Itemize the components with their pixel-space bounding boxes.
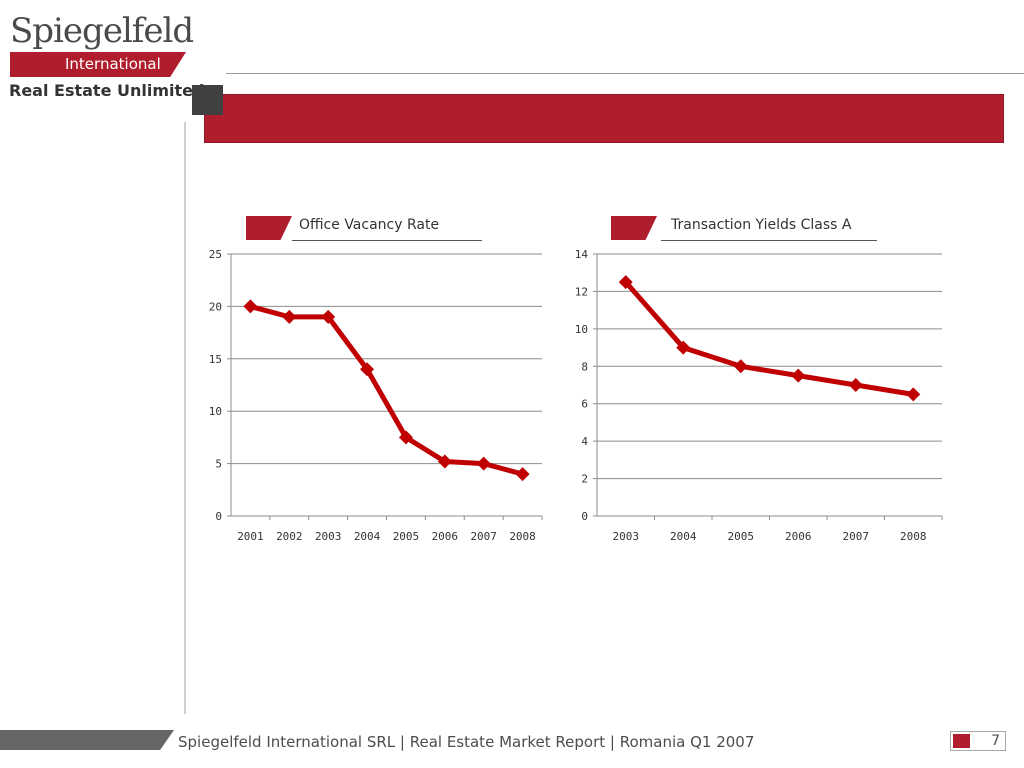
chart-header-vacancy: Office Vacancy Rate bbox=[246, 216, 486, 242]
x-tick-label: 2005 bbox=[393, 530, 420, 543]
y-tick-label: 10 bbox=[209, 405, 222, 418]
chart-office-vacancy-rate: 0 5 10 15 20 25 2001 2002 2003 2004 2005 2006 2007 20… bbox=[209, 248, 543, 543]
data-point bbox=[676, 340, 691, 355]
chart-header-yields: Transaction Yields Class A bbox=[611, 216, 881, 242]
y-tick-label: 14 bbox=[575, 248, 589, 261]
x-tick-label: 2002 bbox=[276, 530, 303, 543]
x-tick-label: 2003 bbox=[613, 530, 640, 543]
x-tick-label: 2006 bbox=[785, 530, 812, 543]
data-point bbox=[243, 299, 258, 314]
chart-tab-marker bbox=[246, 216, 292, 240]
logo-tagline: Real Estate Unlimited bbox=[9, 81, 205, 100]
y-tick-label: 0 bbox=[581, 510, 588, 523]
chart-title-vacancy: Office Vacancy Rate bbox=[299, 217, 440, 233]
x-tick-label: 2008 bbox=[509, 530, 536, 543]
x-tick-label: 2006 bbox=[432, 530, 459, 543]
data-point bbox=[515, 467, 530, 482]
series-line bbox=[623, 279, 916, 397]
data-point bbox=[321, 309, 336, 324]
footer-text: Spiegelfeld International SRL | Real Est… bbox=[178, 733, 755, 751]
chart-tab-marker bbox=[611, 216, 657, 240]
data-point bbox=[398, 430, 413, 445]
series-line bbox=[247, 303, 526, 477]
y-tick-label: 4 bbox=[581, 435, 588, 448]
x-tick-label: 2004 bbox=[670, 530, 697, 543]
logo-name: Spiegelfeld bbox=[10, 11, 194, 51]
y-tick-label: 8 bbox=[581, 360, 588, 373]
chart-transaction-yields: 0 2 4 6 8 10 12 14 2003 2004 2005 2006 2007 2008 bbox=[575, 248, 943, 543]
chart-title-underline bbox=[661, 240, 877, 241]
title-bar bbox=[204, 94, 1004, 143]
chart-title-underline bbox=[292, 240, 482, 241]
logo-band-text: International bbox=[65, 55, 161, 73]
logo-band: International bbox=[10, 52, 186, 77]
data-point bbox=[618, 275, 633, 290]
page-swatch bbox=[953, 734, 970, 748]
y-tick-label: 25 bbox=[209, 248, 222, 261]
header-divider bbox=[226, 73, 1024, 74]
y-tick-label: 0 bbox=[215, 510, 222, 523]
y-tick-label: 2 bbox=[581, 473, 588, 486]
chart-title-yields: Transaction Yields Class A bbox=[671, 217, 852, 233]
page-number-box: 7 bbox=[950, 731, 1006, 751]
data-point bbox=[282, 309, 297, 324]
y-tick-label: 6 bbox=[581, 398, 588, 411]
data-point bbox=[848, 378, 863, 392]
data-point bbox=[476, 456, 491, 471]
x-tick-label: 2001 bbox=[237, 530, 264, 543]
y-tick-label: 12 bbox=[575, 285, 588, 298]
x-tick-label: 2005 bbox=[728, 530, 755, 543]
data-point bbox=[360, 362, 375, 377]
company-logo: Spiegelfeld International Real Estate Un… bbox=[8, 8, 204, 104]
data-point bbox=[791, 368, 806, 383]
data-point bbox=[733, 359, 748, 374]
x-tick-label: 2003 bbox=[315, 530, 342, 543]
y-tick-label: 5 bbox=[215, 458, 222, 471]
left-divider bbox=[184, 122, 186, 714]
footer-tab bbox=[0, 730, 174, 750]
y-tick-label: 10 bbox=[575, 323, 588, 336]
x-tick-label: 2008 bbox=[900, 530, 927, 543]
x-tick-label: 2004 bbox=[354, 530, 381, 543]
x-tick-label: 2007 bbox=[843, 530, 870, 543]
data-point bbox=[437, 454, 452, 469]
corner-square bbox=[192, 85, 223, 115]
y-tick-label: 20 bbox=[209, 300, 222, 313]
x-tick-label: 2007 bbox=[470, 530, 497, 543]
page-number: 7 bbox=[991, 733, 1000, 749]
data-point bbox=[906, 387, 921, 402]
y-tick-label: 15 bbox=[209, 353, 222, 366]
